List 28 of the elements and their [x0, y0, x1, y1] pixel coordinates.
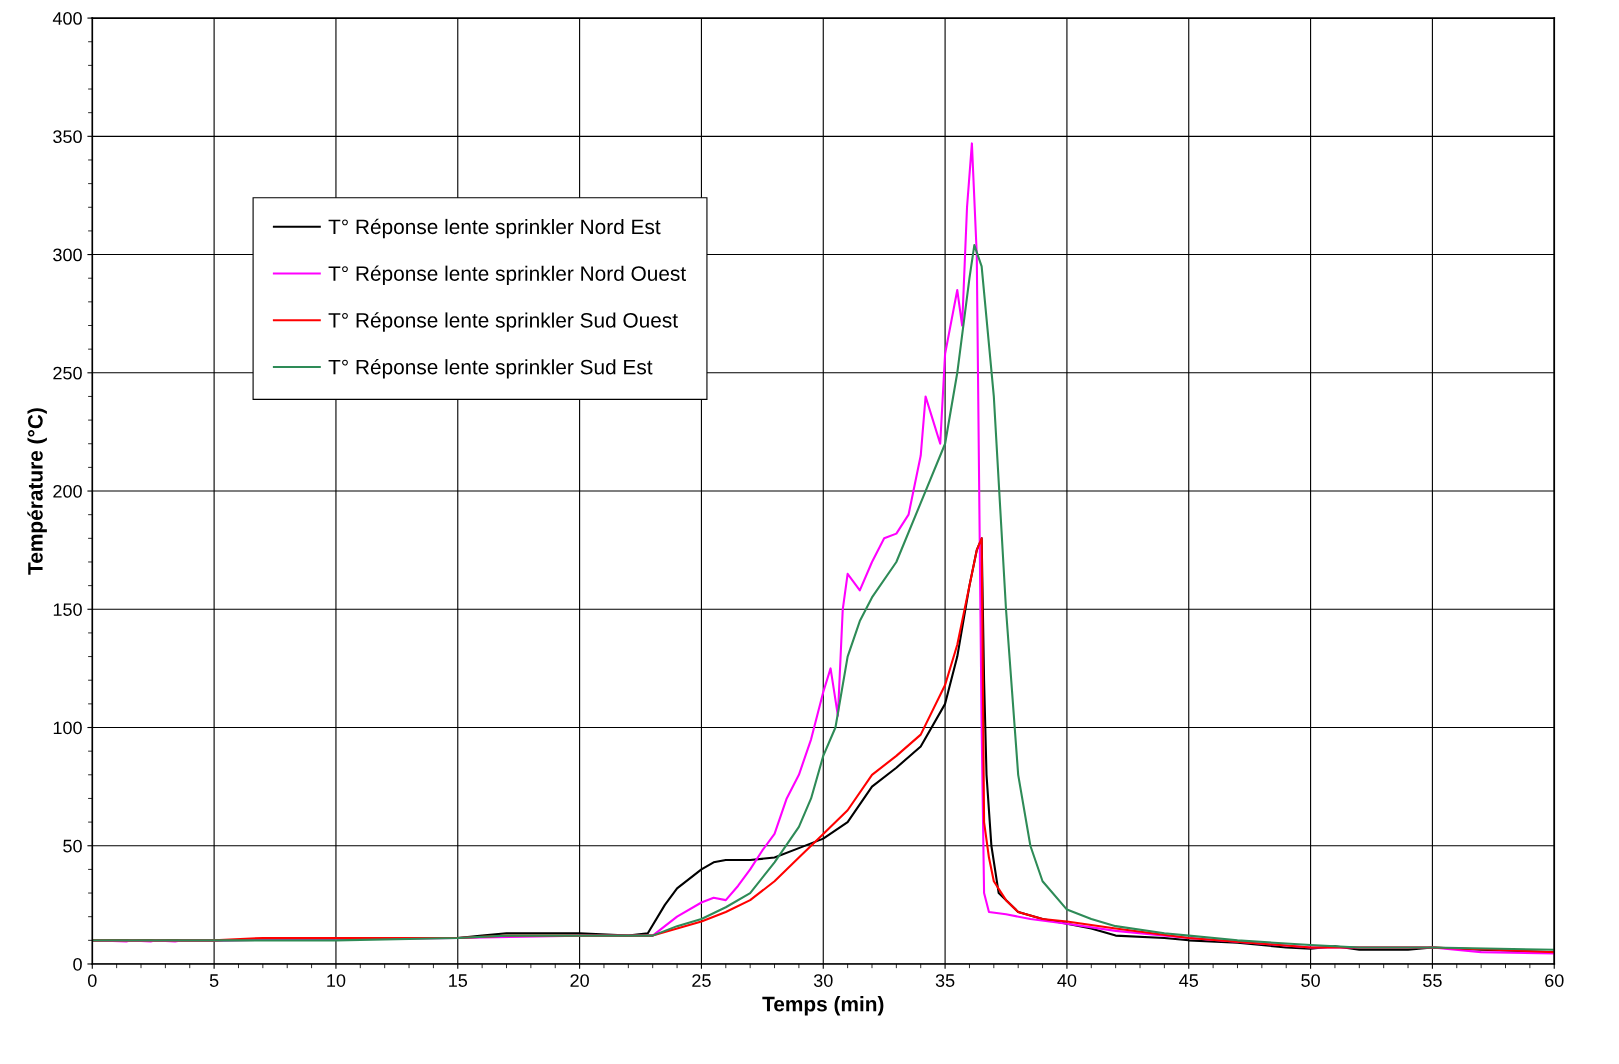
x-tick-label: 25: [692, 974, 711, 987]
x-tick-label: 40: [1057, 974, 1077, 987]
legend-label: T° Réponse lente sprinkler Sud Ouest: [328, 312, 678, 332]
x-tick-label: 20: [570, 974, 589, 987]
y-tick-label: 200: [53, 484, 82, 498]
x-tick-label: 5: [209, 974, 219, 987]
x-tick-label: 55: [1423, 974, 1442, 987]
legend-label: T° Réponse lente sprinkler Sud Est: [328, 358, 653, 379]
x-tick-label: 45: [1179, 974, 1199, 987]
y-tick-label: 0: [73, 957, 82, 971]
legend-label: T° Réponse lente sprinkler Nord Ouest: [328, 265, 686, 286]
y-tick-label: 350: [53, 130, 82, 144]
x-tick-label: 0: [87, 974, 97, 987]
x-tick-label: 35: [935, 974, 955, 987]
y-tick-label: 250: [53, 366, 82, 380]
x-tick-label: 30: [813, 974, 833, 987]
y-tick-label: 50: [63, 839, 82, 853]
y-axis-title: Température (°C): [27, 408, 47, 575]
x-tick-label: 60: [1545, 974, 1564, 987]
y-tick-label: 400: [52, 12, 82, 25]
y-tick-label: 100: [53, 721, 82, 735]
legend-label: T° Réponse lente sprinkler Nord Est: [328, 218, 661, 239]
x-tick-label: 15: [449, 974, 468, 987]
y-tick-label: 150: [53, 603, 82, 616]
x-tick-label: 50: [1301, 974, 1320, 987]
x-axis-title: Temps (min): [762, 996, 884, 1016]
x-tick-label: 10: [327, 974, 346, 987]
y-tick-label: 300: [53, 248, 82, 262]
